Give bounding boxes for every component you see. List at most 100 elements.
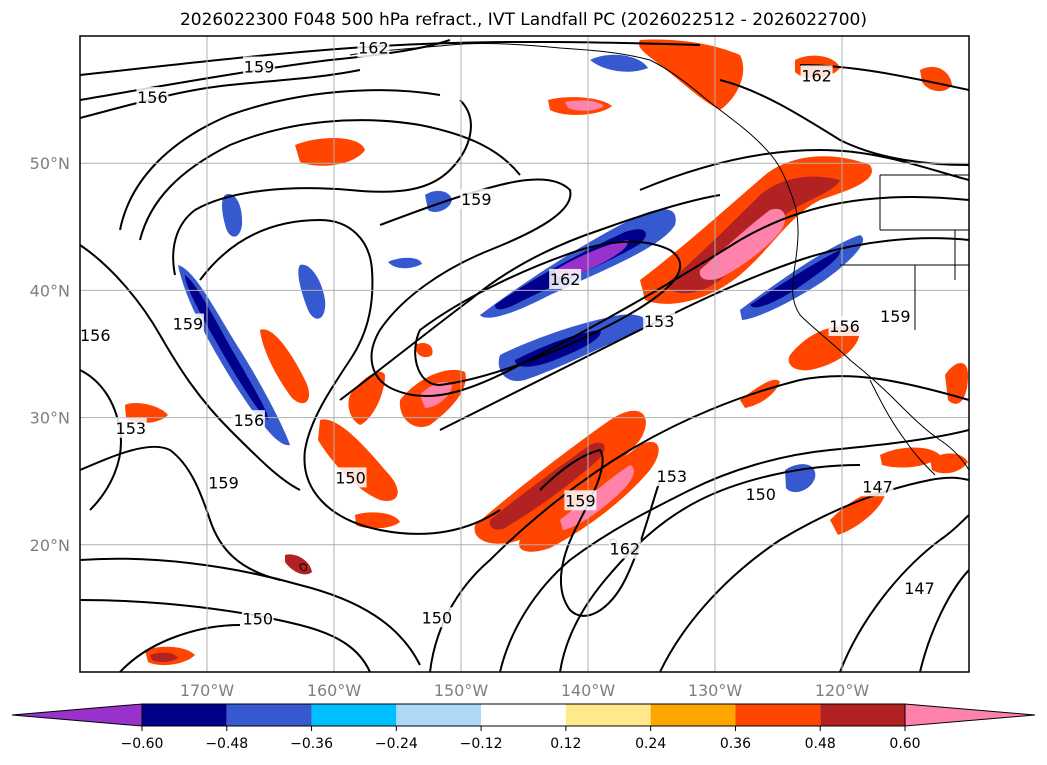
contour-label: 156 [234,411,265,430]
lat-tick-label: 40°N [30,281,70,300]
contour-line [719,79,969,166]
contour-label-bg [861,476,894,497]
contour-line [919,569,969,672]
contour-line [559,464,861,672]
contour-label: 162 [358,38,389,57]
lat-tick-label: 20°N [30,536,70,555]
colorbar-tick-label: 0.48 [805,736,836,752]
contour-label: 150 [335,468,366,487]
island [299,563,307,572]
positive-anomaly-band [930,453,968,474]
contour-label: 159 [244,58,275,77]
contour-label-bg [114,417,147,438]
positive-anomaly-band [295,138,365,166]
colorbar-frame [141,703,906,727]
positive-anomaly-peak [565,100,604,111]
colorbar-segment [820,704,905,726]
contour-label-bg [608,538,641,559]
colorbar-tick-label: −0.48 [205,736,248,752]
contour-label: 147 [862,477,893,496]
lon-tick-label: 140°W [561,681,616,700]
positive-anomaly-band [638,39,744,110]
contour-label-bg [549,268,582,289]
coastline [299,43,969,572]
contour-label: 162 [610,540,641,559]
positive-anomaly-core [489,442,605,530]
colorbar-segment [481,704,566,726]
contour-line [80,369,122,511]
lat-tick-label: 30°N [30,409,70,428]
lon-tick-label: 160°W [307,681,362,700]
contour-line [119,89,441,231]
negative-anomaly-patch [388,257,422,269]
map-frame [79,35,970,673]
axis-tick-labels: 170°W 160°W 150°W 140°W 130°W 120°W 20°N 30°N 40… [30,154,870,700]
contour-label: 150 [243,610,274,629]
contour-line [839,514,969,672]
positive-anomaly-band [355,512,400,529]
positive-anomaly-band [740,379,780,408]
contour-label-bg [800,65,833,86]
contour-label-bg [655,466,688,487]
contour-line [80,40,701,76]
colorbar-tick-label: 0.36 [720,736,751,752]
colorbar-segment [735,704,821,726]
contour-label: 150 [422,608,453,627]
contour-label: 162 [801,66,832,85]
colorbar-tick-label: 0.60 [889,736,920,752]
lat-tick-label: 50°N [30,154,70,173]
lon-tick-label: 120°W [815,681,870,700]
contour-label-bg [80,324,112,345]
negative-anomaly-peak [555,240,629,278]
lon-tick-label: 130°W [688,681,743,700]
colorbar-tick-label: −0.24 [375,736,418,752]
colorbar-extend-max [904,703,1036,727]
contour-label-bg [243,56,276,77]
contour-line [172,99,472,276]
contour-label: 156 [137,88,168,107]
contour-line [80,599,371,672]
negative-anomaly-patch [222,194,243,237]
contour-label-bg [357,37,390,58]
colorbar-segment [311,704,397,726]
contour-label-bg [460,188,493,209]
contour-label: 147 [904,579,935,598]
positive-anomaly-band [318,419,398,501]
colorbar-segment [396,704,482,726]
positive-anomaly-peak [150,652,178,663]
contour-label-bg [828,316,861,337]
contour-label-bg [643,310,676,331]
contour-line [119,624,241,672]
contour-label: 159 [880,307,911,326]
lon-tick-label: 150°W [434,681,489,700]
contour-label-bg [334,467,367,488]
negative-anomaly-patch [298,264,326,319]
lon-tick-label: 170°W [180,681,235,700]
contour-line [139,119,521,241]
contour-line [80,445,281,581]
contour-label-bg [171,313,204,334]
positive-anomaly-peak [560,465,634,530]
contour-line [429,375,969,672]
state-borders [840,174,969,330]
positive-anomaly-band [830,491,885,535]
contour-label-bg [136,87,169,108]
graticule [80,36,969,672]
contour-label-bg [207,472,240,493]
negative-anomaly-core [185,275,269,420]
contour-label: 159 [173,314,204,333]
coastline-baja [869,379,936,476]
colorbar-tick-label: −0.60 [121,736,164,752]
contour-label: 153 [657,467,688,486]
contour-label-bg [744,483,777,504]
colorbar-tick-label: −0.12 [460,736,503,752]
negative-anomaly-core [750,250,841,308]
positive-anomaly-band [920,66,952,92]
colorbar-segment [565,704,651,726]
colorbar-tick-label: 0.12 [550,736,581,752]
colorbar-segment [650,704,736,726]
contour-line [439,237,969,431]
contour-label: 156 [80,326,111,345]
contour-line [539,448,661,617]
contour-label-bg [420,607,453,628]
